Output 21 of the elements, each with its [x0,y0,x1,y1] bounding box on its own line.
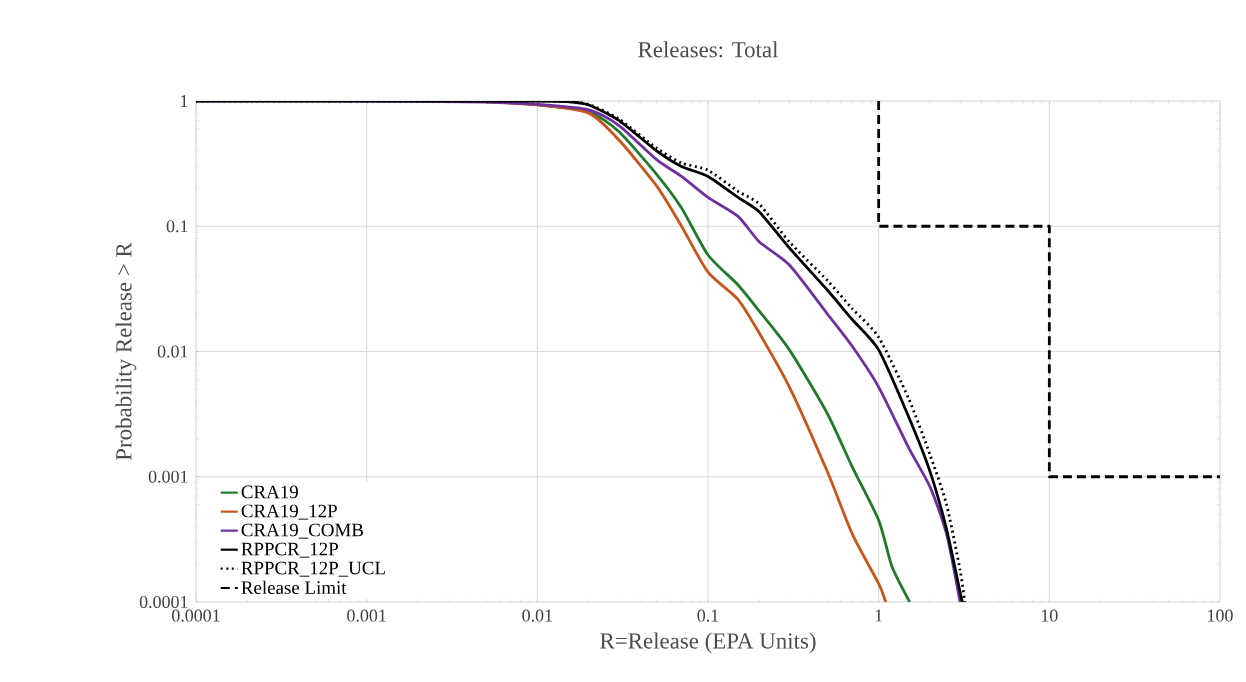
x-tick-label: 0.1 [697,609,719,622]
y-tick-label: 0.1 [166,220,188,233]
x-axis-title: R=Release (EPA Units) [600,632,816,654]
x-tick-label: 0.0001 [172,609,220,622]
legend-label: RPPCR_12P [241,542,338,558]
y-tick-label: 1 [181,95,188,107]
y-tick-label: 0.01 [157,345,188,358]
y-axis-title: Probability Release > R [115,242,137,461]
legend-label: RPPCR_12P_UCL [241,561,385,577]
x-tick-label: 1 [875,609,883,622]
y-tick-label: 0.0001 [139,595,188,609]
x-tick-label: 100 [1208,609,1233,622]
chart-title: Releases: Total [638,41,779,58]
legend-label: Release Limit [241,580,347,595]
legend-label: CRA19_COMB [241,523,363,539]
x-tick-label: 0.01 [522,609,552,622]
legend-label: CRA19 [241,485,298,499]
legend-label: CRA19_12P [241,504,337,520]
y-tick-label: 0.001 [148,470,188,483]
x-tick-label: 10 [1041,609,1058,622]
x-tick-label: 0.001 [347,609,386,622]
